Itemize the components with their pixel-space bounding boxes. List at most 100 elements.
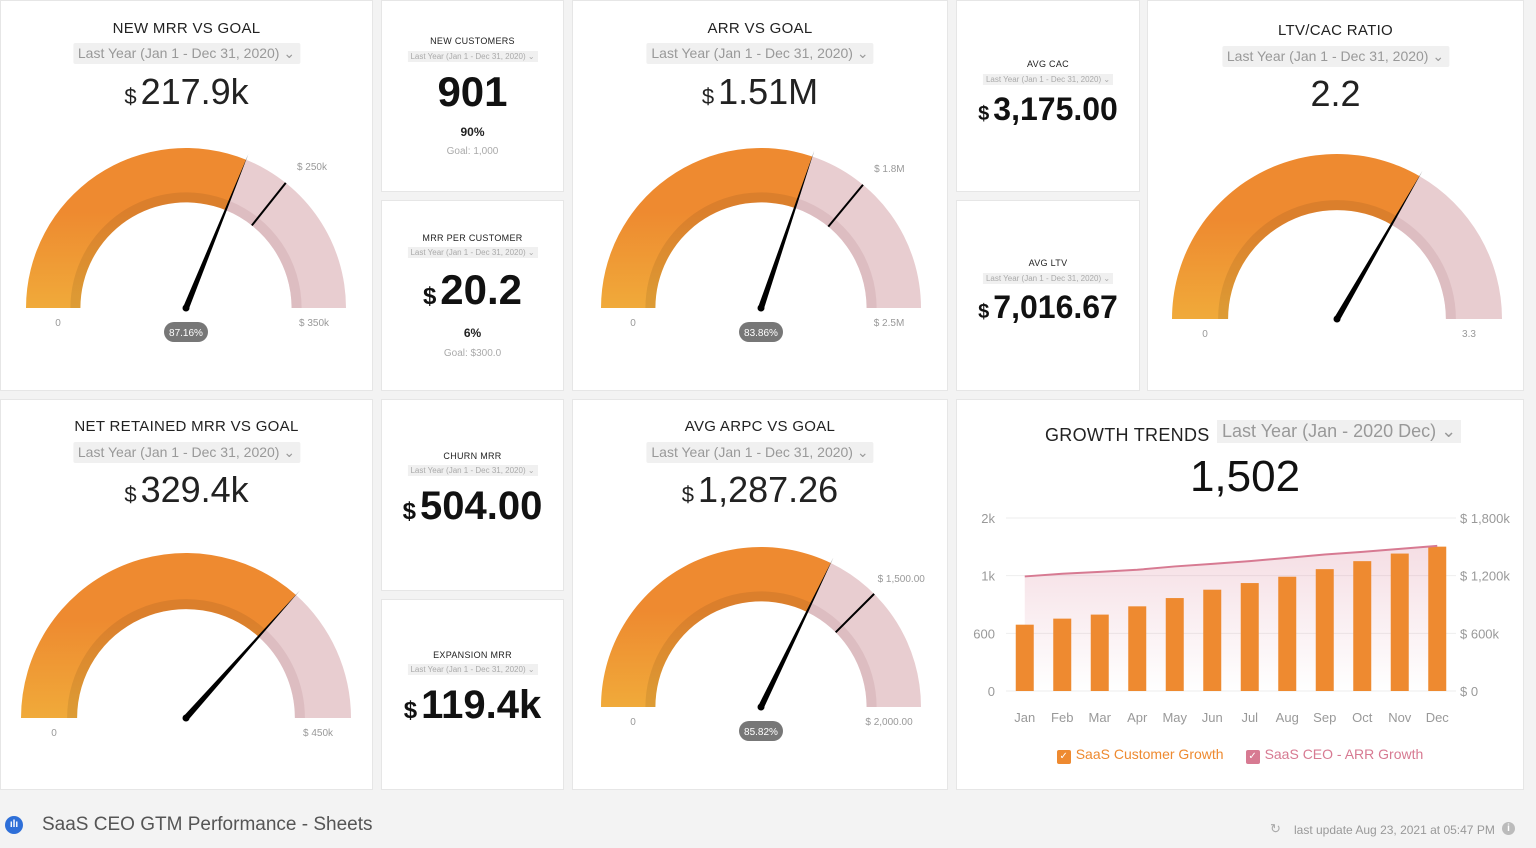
metric-value: $7,016.67 — [978, 289, 1118, 325]
metric-value: $1,287.26 — [681, 469, 839, 510]
kpi-card-mrr-per-customer: MRR PER CUSTOMER Last Year (Jan 1 - Dec … — [381, 200, 564, 391]
metric-value: $504.00 — [402, 484, 543, 528]
card-title: CHURN MRR — [443, 451, 502, 461]
gauge: $ 1,500.00 0 $ 2,000.00 85.82% — [601, 547, 926, 741]
gauge-value-arc — [21, 553, 296, 718]
date-range-dropdown[interactable]: Last Year (Jan 1 - Dec 31, 2020) ⌄ — [407, 465, 538, 476]
date-range-dropdown[interactable]: Last Year (Jan 1 - Dec 31, 2020) ⌄ — [1221, 46, 1450, 67]
bar-customer-growth — [1278, 576, 1297, 691]
needle-hub — [182, 714, 190, 722]
gauge-card-arr: ARR VS GOAL Last Year (Jan 1 - Dec 31, 2… — [572, 0, 948, 391]
gauge-inner-shade — [1391, 216, 1456, 319]
card-title: AVG LTV — [1028, 258, 1068, 268]
kpi-card-new-customers: NEW CUSTOMERS Last Year (Jan 1 - Dec 31,… — [381, 0, 564, 192]
metric-value: 2.2 — [1310, 73, 1361, 114]
gauge: $ 1.8M 0 $ 2.5M 83.86% — [601, 147, 921, 342]
kpi-card-churn-mrr: CHURN MRR Last Year (Jan 1 - Dec 31, 202… — [381, 399, 564, 591]
gauge-min-label: 0 — [630, 717, 636, 728]
card-title: LTV/CAC RATIO — [1277, 22, 1394, 39]
gauge-card-ltv-cac: LTV/CAC RATIO Last Year (Jan 1 - Dec 31,… — [1147, 0, 1524, 391]
goal-label: Goal: 1,000 — [446, 146, 499, 157]
bar-customer-growth — [1240, 583, 1259, 691]
app-title: SaaS CEO GTM Performance - Sheets — [42, 814, 373, 835]
chart-legend: ✓ SaaS Customer Growth ✓ SaaS CEO - ARR Gr… — [957, 746, 1523, 764]
bar-customer-growth — [1128, 606, 1147, 691]
metric-value: $1.51M — [701, 71, 819, 112]
metric-value: $20.2 — [422, 266, 523, 313]
x-tick-label: Feb — [1051, 710, 1073, 725]
last-update: last update Aug 23, 2021 at 05:47 PM — [1294, 823, 1495, 837]
growth-trends-card: GROWTH TRENDS Last Year (Jan - 2020 Dec)… — [956, 399, 1524, 790]
gauge-remaining-arc — [794, 156, 921, 308]
refresh-icon[interactable]: ↻ — [1270, 821, 1281, 836]
date-range-dropdown[interactable]: Last Year (Jan 1 - Dec 31, 2020) ⌄ — [407, 247, 538, 258]
gauge-card-net-retained: NET RETAINED MRR VS GOAL Last Year (Jan … — [0, 399, 373, 790]
x-tick-label: Jan — [1014, 710, 1035, 725]
kpi-card-expansion-mrr: EXPANSION MRR Last Year (Jan 1 - Dec 31,… — [381, 599, 564, 790]
gauge-needle — [1334, 170, 1423, 321]
needle-hub — [757, 304, 765, 312]
arr-growth-area — [1024, 545, 1438, 691]
bar-customer-growth — [1353, 561, 1372, 691]
gauge-min-label: 0 — [51, 728, 57, 739]
x-tick-label: Aug — [1276, 710, 1299, 725]
y2-tick-label: $ 1,200k — [1460, 569, 1510, 584]
needle-hub — [182, 304, 190, 312]
checkbox-icon[interactable]: ✓ — [1056, 750, 1071, 764]
date-range-dropdown[interactable]: Last Year (Jan 1 - Dec 31, 2020) ⌄ — [982, 74, 1114, 85]
percent-badge — [739, 322, 783, 342]
goal-marker — [827, 184, 864, 228]
date-range-dropdown[interactable]: Last Year (Jan 1 - Dec 31, 2020) ⌄ — [407, 51, 538, 62]
gauge-card-new-mrr: NEW MRR VS GOAL Last Year (Jan 1 - Dec 3… — [0, 0, 373, 391]
growth-chart: 0 600 1k 2k $ 0 $ 600k $ 1,200k $ 1,800k Jan Feb M… — [973, 511, 1510, 725]
gauge-value-arc — [601, 147, 813, 308]
headline-value: 1,502 — [1189, 452, 1301, 501]
gauge-max-label: $ 450k — [303, 728, 334, 739]
date-range-dropdown[interactable]: Last Year (Jan 1 - Dec 31, 2020) ⌄ — [72, 442, 301, 463]
gauge-value-arc — [26, 147, 247, 308]
x-tick-label: Apr — [1127, 710, 1148, 725]
goal-marker — [834, 593, 875, 634]
gauge-min-label: 0 — [1202, 329, 1208, 340]
goal-label: $ 1,500.00 — [878, 574, 926, 585]
metric-value: $329.4k — [124, 469, 249, 510]
date-range-dropdown[interactable]: Last Year (Jan 1 - Dec 31, 2020) ⌄ — [646, 43, 874, 64]
metric-value: $217.9k — [124, 71, 249, 112]
checkbox-icon[interactable]: ✓ — [1245, 750, 1260, 764]
date-range-dropdown[interactable]: Last Year (Jan 1 - Dec 31, 2020) ⌄ — [646, 442, 874, 463]
x-tick-label: May — [1162, 710, 1187, 725]
bar-customer-growth — [1165, 598, 1184, 691]
metric-value: $3,175.00 — [978, 91, 1118, 127]
gauge-remaining-arc — [807, 563, 921, 707]
date-range-dropdown[interactable]: Last Year (Jan - 2020 Dec) ⌄ — [1217, 420, 1462, 443]
y-tick-label: 1k — [981, 569, 995, 584]
x-tick-label: Mar — [1089, 710, 1112, 725]
card-title: EXPANSION MRR — [433, 650, 512, 660]
gauge-value-arc — [601, 547, 831, 707]
arr-growth-line — [1024, 544, 1438, 578]
goal-label: $ 250k — [297, 162, 328, 173]
y2-tick-label: $ 0 — [1460, 684, 1478, 699]
gauge-remaining-arc — [1391, 176, 1502, 319]
date-range-dropdown[interactable]: Last Year (Jan 1 - Dec 31, 2020) ⌄ — [72, 43, 301, 64]
bar-customer-growth — [1315, 569, 1334, 691]
gauge-min-label: 0 — [55, 318, 61, 329]
legend-item-customer-growth[interactable]: ✓ SaaS Customer Growth — [1056, 746, 1224, 764]
gauge-card-arpc: AVG ARPC VS GOAL Last Year (Jan 1 - Dec … — [572, 399, 948, 790]
bar-customer-growth — [1390, 553, 1409, 691]
legend-item-arr-growth[interactable]: ✓ SaaS CEO - ARR Growth — [1245, 746, 1423, 764]
card-title: NET RETAINED MRR VS GOAL — [74, 418, 299, 435]
percent-badge — [164, 322, 208, 342]
gauge-inner-shade — [645, 591, 812, 707]
gauge-max-label: 3.3 — [1462, 329, 1476, 340]
percent-label: 87.16% — [169, 328, 203, 339]
date-range-dropdown[interactable]: Last Year (Jan 1 - Dec 31, 2020) ⌄ — [407, 664, 538, 675]
y2-tick-label: $ 1,800k — [1460, 511, 1510, 526]
y2-tick-label: $ 600k — [1460, 626, 1500, 641]
gauge-needle — [758, 557, 834, 709]
date-range-dropdown[interactable]: Last Year (Jan 1 - Dec 31, 2020) ⌄ — [982, 273, 1114, 284]
card-title: NEW MRR VS GOAL — [112, 20, 261, 37]
card-title: AVG ARPC VS GOAL — [684, 418, 836, 435]
info-icon[interactable]: i — [1502, 822, 1515, 835]
x-tick-label: Dec — [1426, 710, 1450, 725]
